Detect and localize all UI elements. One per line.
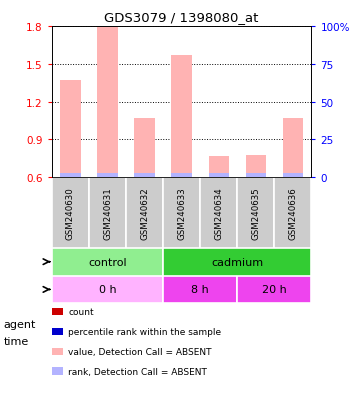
Bar [97,173,118,178]
Bar [246,173,266,178]
Bar [209,173,229,178]
Bar [60,81,81,178]
Bar [274,178,311,248]
Text: value, Detection Call = ABSENT: value, Detection Call = ABSENT [68,347,212,356]
Text: control: control [88,257,127,267]
Bar [246,155,266,178]
Text: count: count [68,307,94,316]
Bar [163,178,200,248]
Text: cadmium: cadmium [211,257,263,267]
Bar [134,119,155,178]
Text: GSM240633: GSM240633 [177,187,186,239]
Text: time: time [4,336,29,346]
Bar [163,248,311,276]
Bar [209,157,229,178]
Text: agent: agent [4,319,36,329]
Bar [60,173,81,178]
Title: GDS3079 / 1398080_at: GDS3079 / 1398080_at [105,11,259,24]
Text: GSM240636: GSM240636 [289,187,297,239]
Text: GSM240631: GSM240631 [103,187,112,239]
Bar [134,173,155,178]
Text: 20 h: 20 h [262,285,287,295]
Text: GSM240635: GSM240635 [251,187,260,239]
Text: 0 h: 0 h [99,285,116,295]
Bar [126,178,163,248]
Text: GSM240630: GSM240630 [66,187,75,239]
Bar [52,248,163,276]
Bar [171,173,192,178]
Bar [237,178,274,248]
Bar [52,178,89,248]
Bar [97,27,118,178]
Bar [283,173,303,178]
Text: GSM240632: GSM240632 [140,187,149,239]
Bar [52,276,163,304]
Bar [283,119,303,178]
Bar [89,178,126,248]
Text: 8 h: 8 h [191,285,209,295]
Bar [237,276,311,304]
Bar [163,276,237,304]
Text: percentile rank within the sample: percentile rank within the sample [68,327,221,336]
Text: rank, Detection Call = ABSENT: rank, Detection Call = ABSENT [68,367,207,376]
Bar [200,178,237,248]
Bar [171,56,192,178]
Text: GSM240634: GSM240634 [214,187,223,239]
